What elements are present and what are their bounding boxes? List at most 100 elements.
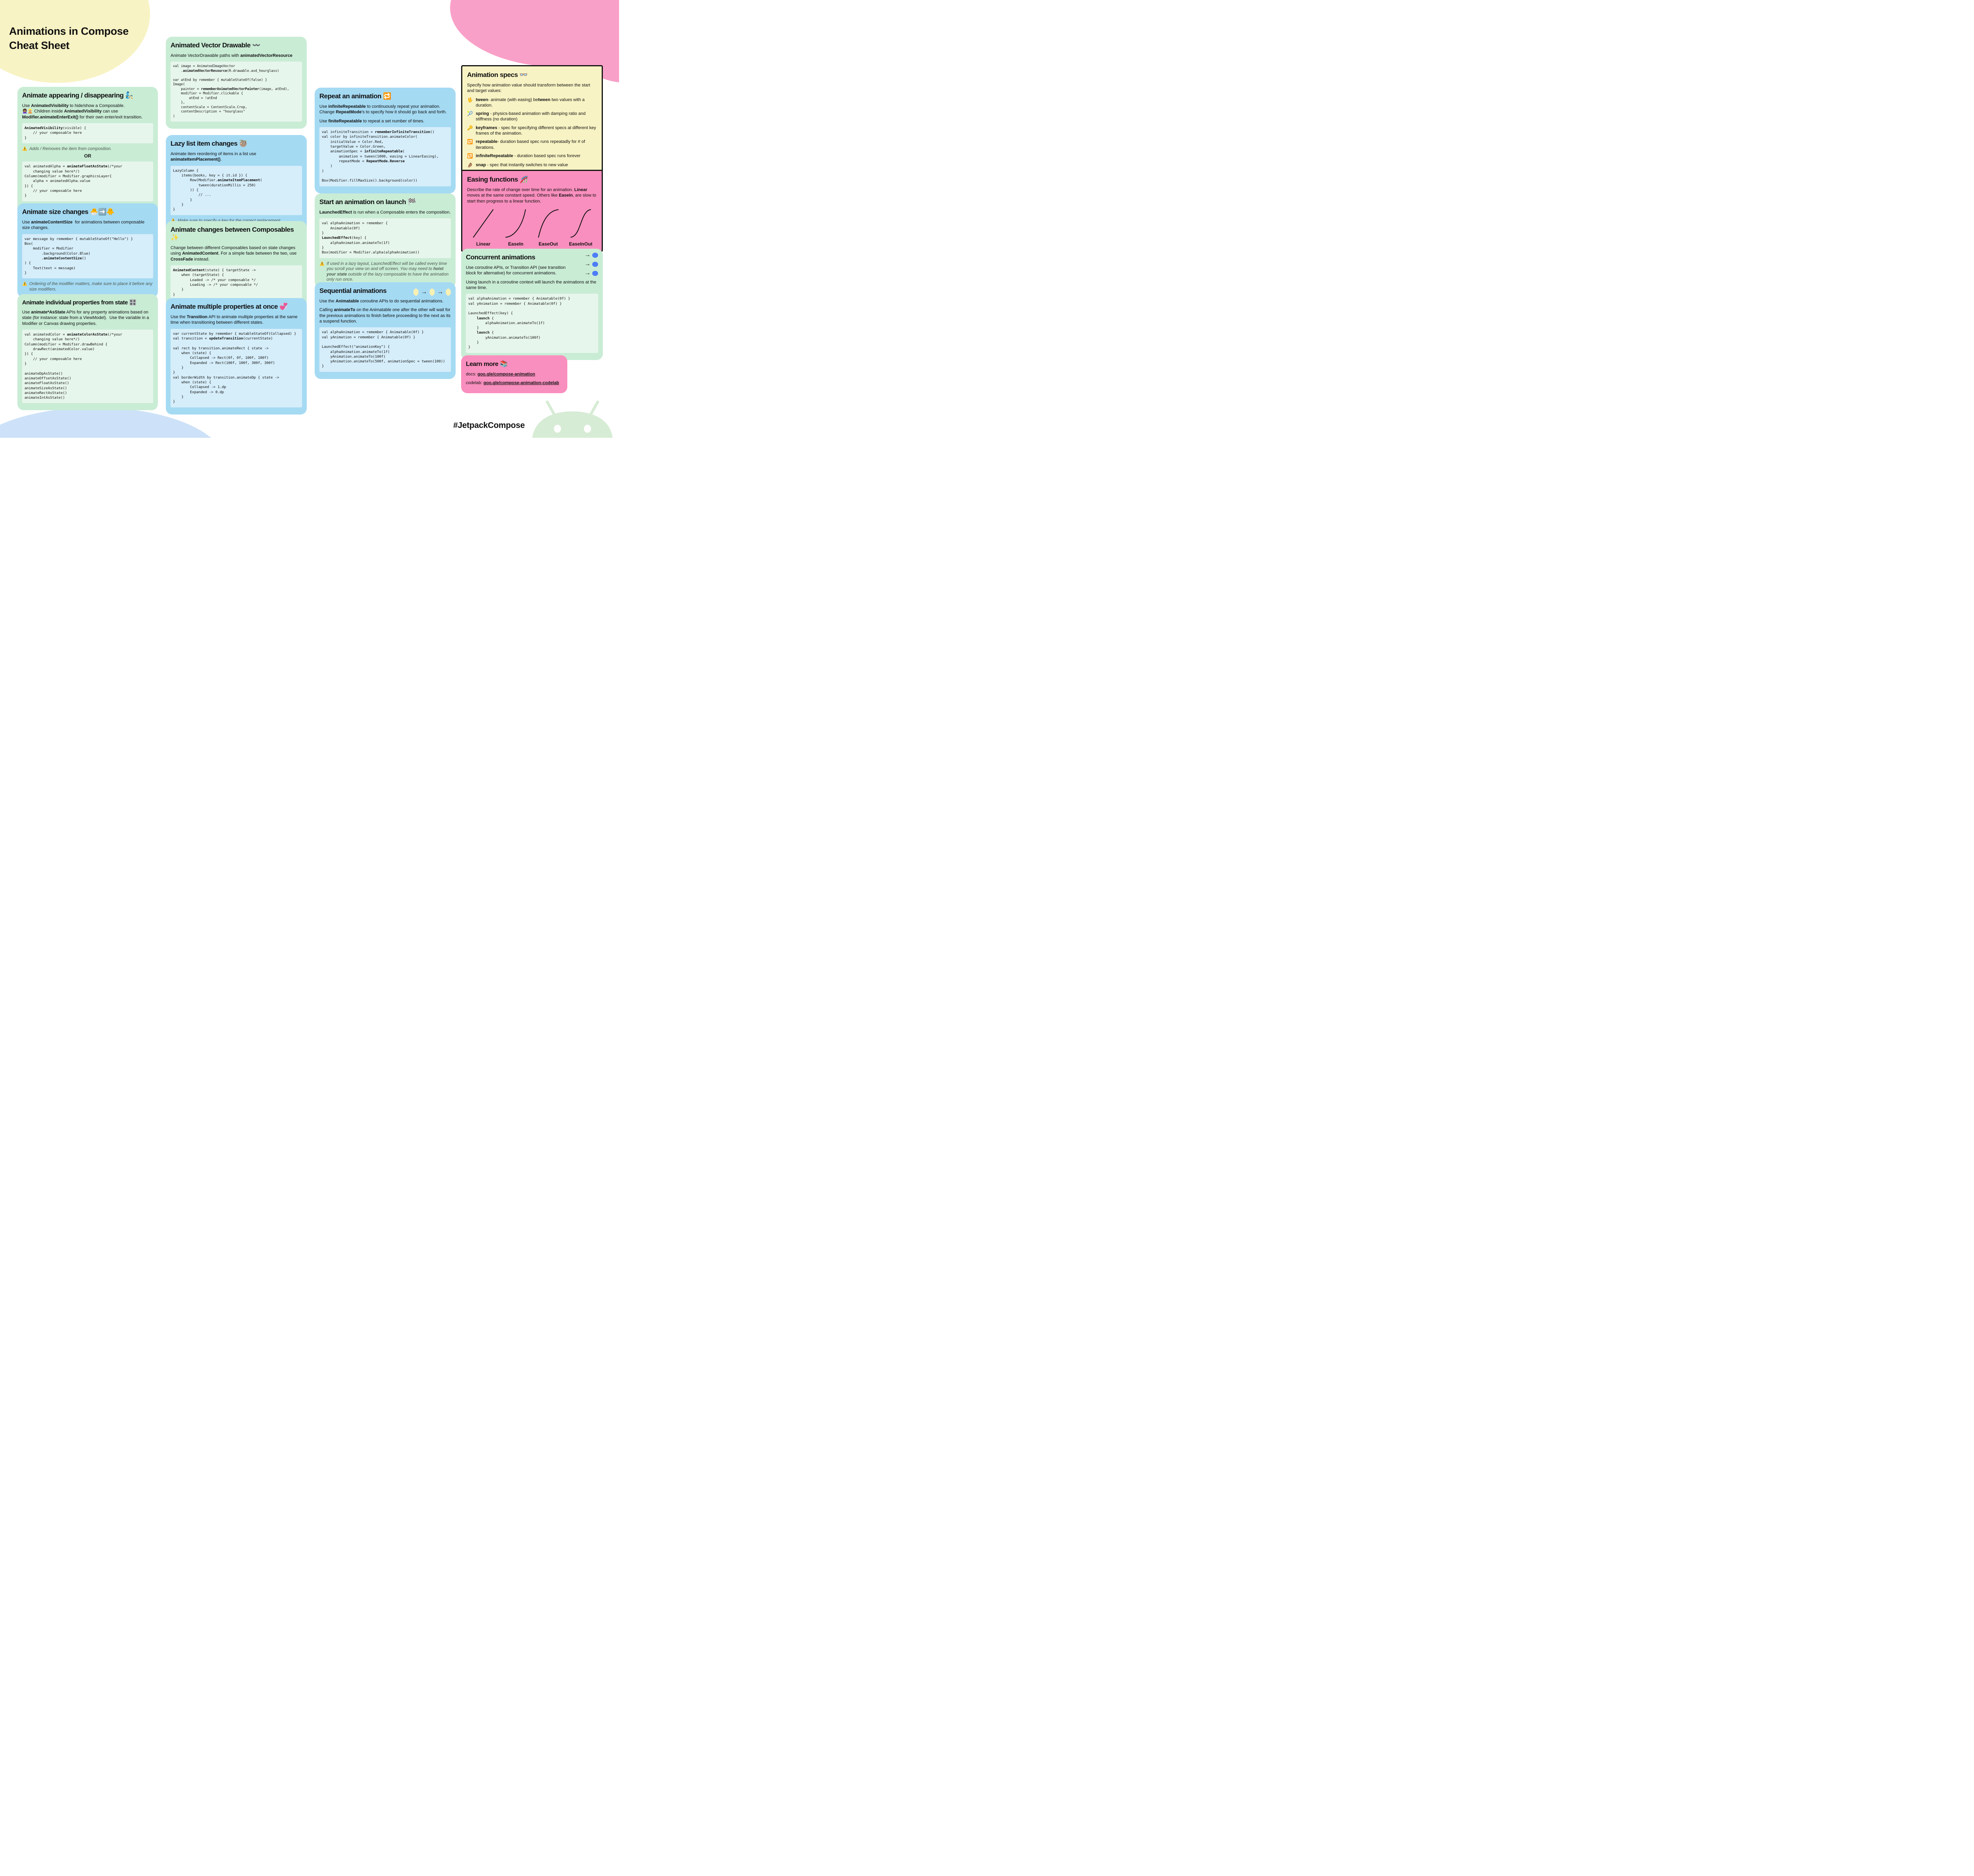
card-title: Animate multiple properties at once xyxy=(171,303,278,310)
code-block-sequential: val alphaAnimation = remember { Animatab… xyxy=(319,327,451,372)
card-easing-functions: Easing functions 🎢 Describe the rate of … xyxy=(461,170,603,252)
warning-icon: ⚠️ xyxy=(22,281,28,287)
card-title: Repeat an animation xyxy=(319,92,381,100)
card-title: Animate individual properties from state xyxy=(22,299,128,306)
easing-linear: Linear xyxy=(467,207,499,247)
easing-easeout: EaseOut xyxy=(532,207,565,247)
code-block-animatefloatasstate: val animatedAlpha = animateFloatAsState(… xyxy=(22,161,153,201)
easing-easein: EaseIn xyxy=(499,207,532,247)
code-block-launchedeffect: val alphaAnimation = remember { Animatab… xyxy=(319,218,451,258)
card-animate-multiple-properties: Animate multiple properties at once 💞 Us… xyxy=(166,298,307,415)
card-lazy-list-item-changes: Lazy list item changes 🦥 Animate item re… xyxy=(166,135,307,236)
concurrent-arrows-decoration: → → → xyxy=(584,252,598,276)
card-intro: Use the Animatable coroutine APIs to do … xyxy=(319,299,444,304)
card-title: Learn more xyxy=(466,361,499,368)
roller-coaster-icon: 🎢 xyxy=(520,176,528,183)
code-block-animatedvectorresource: val image = AnimatedImageVector .animate… xyxy=(171,62,302,122)
easing-label: Linear xyxy=(476,241,491,247)
card-title: Lazy list item changes xyxy=(171,140,238,147)
card-title: Animated Vector Drawable xyxy=(171,41,251,49)
card-animate-individual-properties: Animate individual properties from state… xyxy=(17,294,158,411)
key-icon: 🔑 xyxy=(467,125,473,131)
code-block-animatedvisibility: AnimatedVisibility(visible) { // your co… xyxy=(22,123,153,143)
spec-text: tween- animate (with easing) between two… xyxy=(476,97,585,108)
hatching-chick-icon: 🐣➡️🐥 xyxy=(90,208,115,216)
yellow-dot-icon xyxy=(446,289,451,296)
card-intro: Animate VectorDrawable paths with animat… xyxy=(171,53,293,58)
cheat-sheet-page: Animations in Compose Cheat Sheet Animat… xyxy=(0,0,619,438)
card-intro: Use animate*AsState APIs for any propert… xyxy=(22,310,150,326)
wavy-dash-icon: 〰️ xyxy=(252,41,261,49)
revolving-hearts-icon: 💞 xyxy=(279,303,288,310)
card-intro: Use coroutine APIs, or Transition API (s… xyxy=(466,265,567,276)
repeat-icon: 🔁 xyxy=(467,153,473,159)
card-title: Animate changes between Composables xyxy=(171,226,294,233)
card-intro-2: Use finiteRepeatable to repeat a set num… xyxy=(319,118,424,124)
card-intro-2: Calling animateTo on the Animatable one … xyxy=(319,308,452,324)
card-intro: Use animateContentSize for animations be… xyxy=(22,220,146,231)
arrow-right-icon: → xyxy=(584,261,591,267)
chequered-flag-icon: 🏁 xyxy=(407,198,416,206)
code-block-animatecolorasstate: val animatedColor = animateColorAsState(… xyxy=(22,329,153,403)
warning-text: Ordering of the modifier matters, make s… xyxy=(29,281,153,292)
codelab-link[interactable]: goo.gle/compose-animation-codelab xyxy=(483,381,559,386)
yellow-dot-icon xyxy=(430,289,435,296)
card-intro: Use the Transition API to animate multip… xyxy=(171,315,299,325)
spec-item-repeatable: 🔂 repeatable- duration based spec runs re… xyxy=(467,139,597,150)
spec-item-infiniterepeatable: 🔁 infiniteRepeatable - duration based spe… xyxy=(467,153,597,159)
card-learn-more: Learn more 📚 docs: goo.gle/compose-anima… xyxy=(461,355,567,393)
spec-item-keyframes: 🔑 keyframes - spec for specifying differe… xyxy=(467,125,597,137)
card-title: Easing functions xyxy=(467,176,518,183)
docs-link[interactable]: goo.gle/compose-animation xyxy=(477,372,535,377)
spec-text: snap - spec that instantly switches to n… xyxy=(476,162,568,167)
repeat-icon: 🔁 xyxy=(383,92,391,100)
repeat-once-icon: 🔂 xyxy=(467,139,473,145)
card-start-animation-on-launch: Start an animation on launch 🏁 LaunchedE… xyxy=(315,193,456,288)
docs-label: docs: xyxy=(466,372,478,377)
code-block-infiniterepeatable: val infiniteTransition = rememberInfinit… xyxy=(319,127,451,186)
blue-dot-icon xyxy=(592,270,598,276)
genie-icon: 🧞 xyxy=(125,92,133,99)
card-intro: Animate item reordering of items in a li… xyxy=(171,152,258,162)
tennis-ball-icon: 🎾 xyxy=(467,111,473,117)
arrow-right-icon: → xyxy=(421,289,427,295)
spec-item-spring: 🎾 spring - physics-based animation with d… xyxy=(467,111,597,122)
spec-text: infiniteRepeatable - duration based spec… xyxy=(476,153,581,158)
easing-label: EaseInOut xyxy=(569,241,593,247)
sparkles-icon: ✨ xyxy=(171,234,179,241)
warning-icon: ⚠️ xyxy=(319,261,325,266)
control-knobs-icon: 🎛️ xyxy=(129,299,137,306)
card-intro: Describe the rate of change over time fo… xyxy=(467,188,598,204)
card-animation-specs: Animation specs 👓 Specify how animation … xyxy=(461,65,603,176)
code-block-concurrent-launch: val alphaAnimation = remember { Animatab… xyxy=(466,294,598,353)
spec-text: keyframes - spec for specifying differen… xyxy=(476,125,596,136)
card-sequential-animations: → → Sequential animations Use the Animat… xyxy=(315,282,456,379)
arrow-right-icon: → xyxy=(437,289,443,295)
warning-icon: ⚠️ xyxy=(22,146,28,151)
vulcan-salute-icon: 🖖 xyxy=(467,97,473,103)
spec-text: spring - physics-based animation with da… xyxy=(476,111,586,122)
easing-label: EaseOut xyxy=(539,241,558,247)
code-block-animateitemplacement: LazyColumn { items(books, key = { it.id … xyxy=(171,165,302,215)
spec-item-tween: 🖖 tween- animate (with easing) between tw… xyxy=(467,97,597,109)
linear-curve-icon xyxy=(473,209,494,238)
card-title: Sequential animations xyxy=(319,287,387,295)
easing-easeinout: EaseInOut xyxy=(565,207,597,247)
card-animated-vector-drawable: Animated Vector Drawable 〰️ Animate Vect… xyxy=(166,37,307,129)
card-animate-size-changes: Animate size changes 🐣➡️🐥 Use animateCon… xyxy=(17,203,158,298)
card-animate-appearing-disappearing: Animate appearing / disappearing 🧞 Use A… xyxy=(17,87,158,216)
card-title: Animate appearing / disappearing xyxy=(22,92,124,99)
card-title: Animation specs xyxy=(467,71,518,79)
glasses-icon: 👓 xyxy=(519,71,528,79)
sloth-icon: 🦥 xyxy=(239,140,248,147)
codelab-label: codelab: xyxy=(466,381,484,386)
card-repeat-an-animation: Repeat an animation 🔁 Use infiniteRepeat… xyxy=(315,88,456,193)
arrow-right-icon: → xyxy=(584,270,591,276)
blue-dot-icon xyxy=(592,252,598,258)
card-concurrent-animations: → → → Concurrent animations Use coroutin… xyxy=(461,249,603,360)
card-intro: Change between different Composables bas… xyxy=(171,246,298,262)
card-title: Animate size changes xyxy=(22,208,88,216)
easeout-curve-icon xyxy=(538,209,559,238)
code-block-animatecontentsize: var message by remember { mutableStateOf… xyxy=(22,234,153,279)
spec-item-snap: 🤌🏽 snap - spec that instantly switches to… xyxy=(467,162,597,169)
